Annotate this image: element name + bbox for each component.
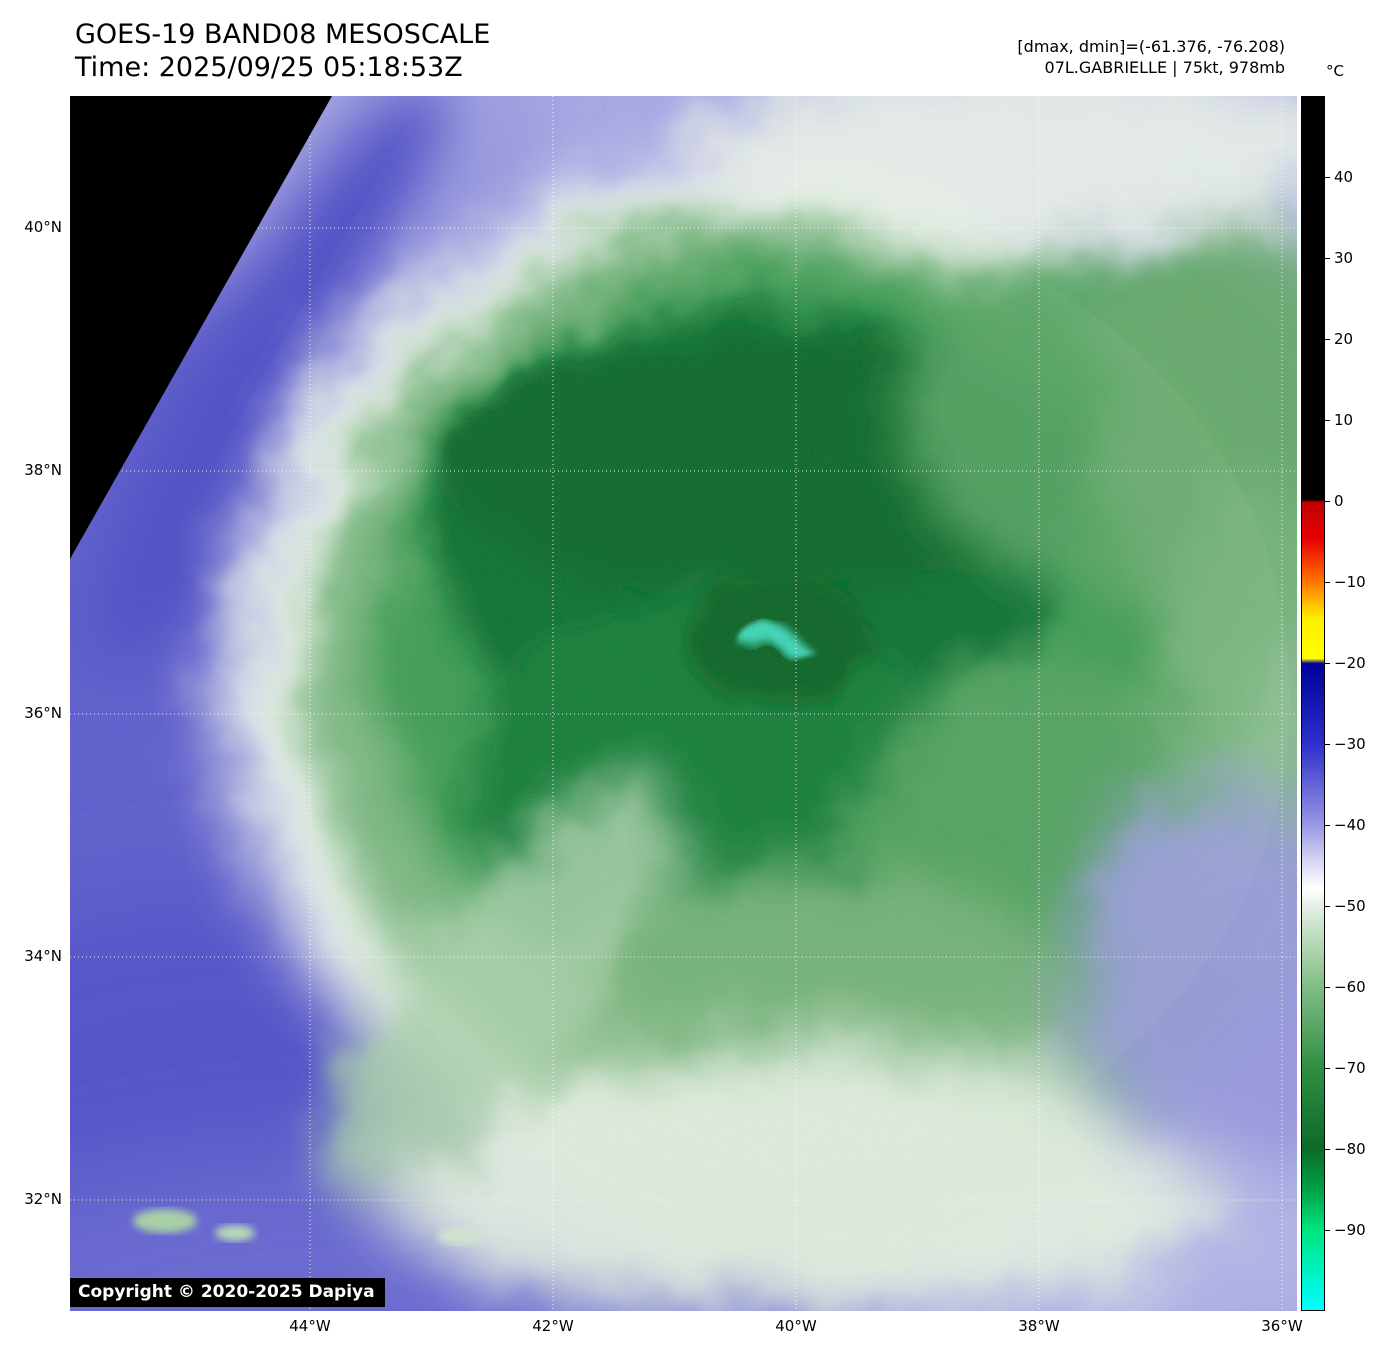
lat-axis-label: 34°N: [24, 946, 62, 965]
lon-axis-label: 38°W: [1018, 1317, 1060, 1335]
colorbar-tick-label: 30: [1334, 249, 1354, 267]
lon-axis-label: 40°W: [775, 1317, 817, 1335]
colorbar-tick: [1325, 1148, 1330, 1150]
colorbar-tick: [1325, 986, 1330, 988]
no-data-region: [70, 96, 332, 559]
colorbar-tick: [1325, 1067, 1330, 1069]
product-title: GOES-19 BAND08 MESOSCALE: [75, 19, 491, 50]
colorbar-tick-label: −40: [1334, 816, 1366, 834]
colorbar-tick: [1325, 824, 1330, 826]
lon-axis-label: 44°W: [289, 1317, 331, 1335]
copyright-label: Copyright © 2020-2025 Dapiya: [70, 1278, 385, 1307]
lon-axis-label: 36°W: [1261, 1317, 1303, 1335]
colorbar-tick: [1325, 257, 1330, 259]
info-block: [dmax, dmin]=(-61.376, -76.208) 07L.GABR…: [1017, 36, 1285, 78]
colorbar-tick-label: 20: [1334, 330, 1354, 348]
colorbar-tick-label: −20: [1334, 654, 1366, 672]
lat-axis-label: 40°N: [24, 217, 62, 236]
grid-layer: [70, 96, 1297, 1311]
colorbar-tick: [1325, 338, 1330, 340]
colorbar-tick: [1325, 419, 1330, 421]
lat-axis-label: 38°N: [24, 460, 62, 479]
colorbar-tick-label: 40: [1334, 168, 1354, 186]
colorbar-tick-label: −60: [1334, 978, 1366, 996]
colorbar: [1301, 96, 1325, 1311]
dmax-dmin-readout: [dmax, dmin]=(-61.376, -76.208): [1017, 37, 1285, 56]
colorbar-tick-label: 10: [1334, 411, 1354, 429]
colorbar-tick: [1325, 1229, 1330, 1231]
colorbar-unit-label: °C: [1326, 62, 1344, 80]
storm-info: 07L.GABRIELLE | 75kt, 978mb: [1044, 58, 1285, 77]
low-cloud-specks: [133, 1209, 482, 1245]
colorbar-tick-label: −80: [1334, 1140, 1366, 1158]
colorbar-tick-label: 0: [1334, 492, 1344, 510]
lat-axis-label: 32°N: [24, 1189, 62, 1208]
colorbar-tick: [1325, 581, 1330, 583]
satellite-map: Copyright © 2020-2025 Dapiya: [70, 96, 1297, 1311]
cloud-texture: [290, 216, 1290, 1176]
colorbar-tick-label: −70: [1334, 1059, 1366, 1077]
colorbar-tick-label: −90: [1334, 1221, 1366, 1239]
colorbar-tick: [1325, 743, 1330, 745]
colorbar-bar: [1302, 97, 1324, 1310]
lat-axis-label: 36°N: [24, 703, 62, 722]
title-block: GOES-19 BAND08 MESOSCALE Time: 2025/09/2…: [75, 18, 490, 84]
colorbar-tick: [1325, 176, 1330, 178]
satellite-imagery: [70, 96, 1297, 1311]
colorbar-tick-label: −30: [1334, 735, 1366, 753]
product-time: Time: 2025/09/25 05:18:53Z: [75, 52, 463, 83]
colorbar-tick: [1325, 905, 1330, 907]
colorbar-tick-label: −50: [1334, 897, 1366, 915]
colorbar-tick-label: −10: [1334, 573, 1366, 591]
lon-axis-label: 42°W: [532, 1317, 574, 1335]
colorbar-tick: [1325, 500, 1330, 502]
colorbar-tick: [1325, 662, 1330, 664]
